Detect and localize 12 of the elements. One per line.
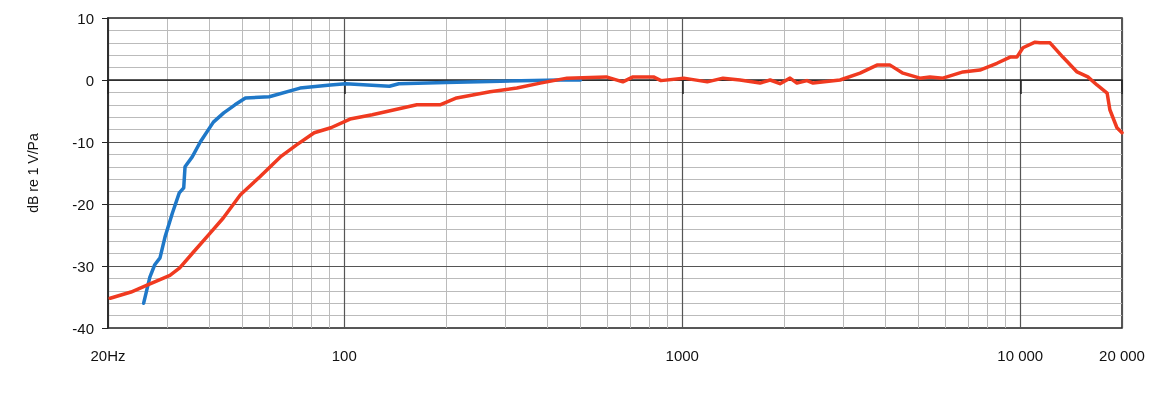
y-tick-label: 0 (85, 71, 94, 89)
x-tick-label: 10 000 (997, 347, 1044, 364)
x-tick-label: 20Hz (90, 347, 126, 364)
y-tick-label: -20 (72, 195, 94, 213)
x-tick-label: 20 000 (1099, 347, 1145, 364)
x-tick-label: 100 (331, 347, 357, 364)
x-tick-label: 1000 (665, 347, 699, 364)
y-tick-label: -30 (72, 257, 94, 275)
y-tick-label: 10 (77, 9, 94, 27)
y-axis-title: dB re 1 V/Pa (25, 133, 41, 213)
y-tick-label: -40 (72, 319, 94, 337)
y-tick-label: -10 (72, 133, 94, 151)
